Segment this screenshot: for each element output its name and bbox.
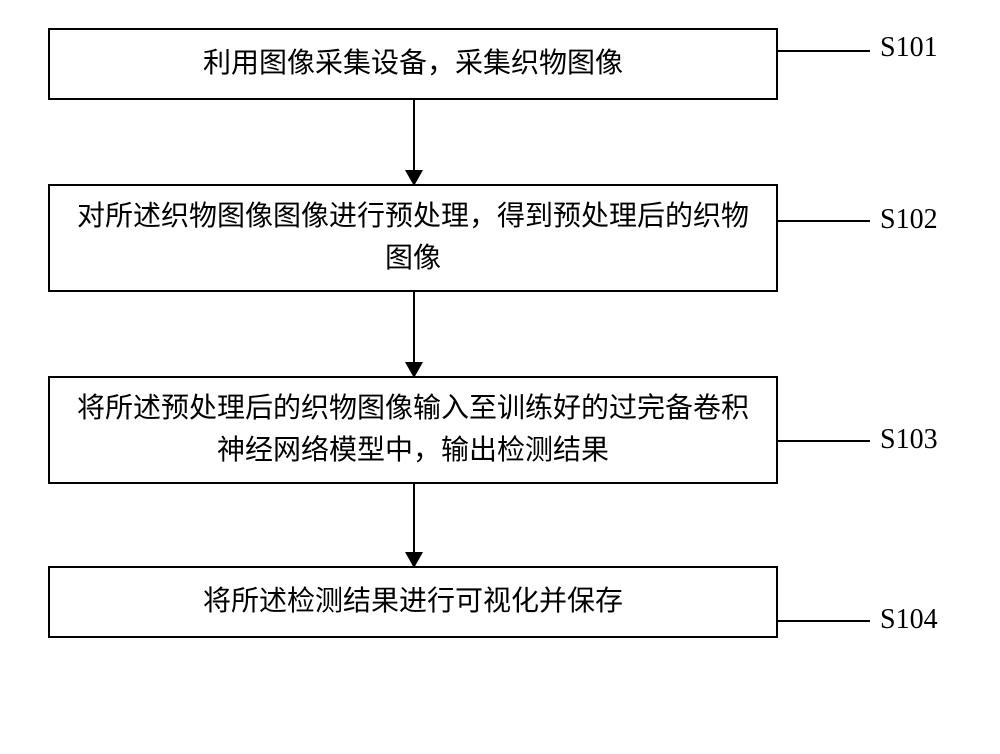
step-box-s103: 将所述预处理后的织物图像输入至训练好的过完备卷积神经网络模型中，输出检测结果 (48, 376, 778, 484)
step-box-s101: 利用图像采集设备，采集织物图像 (48, 28, 778, 100)
step-label-s102: S102 (880, 204, 938, 236)
arrow-line (413, 292, 415, 364)
flowchart-canvas: 利用图像采集设备，采集织物图像 S101 对所述织物图像图像进行预处理，得到预处理后… (0, 0, 1000, 754)
step-text: 利用图像采集设备，采集织物图像 (203, 43, 623, 85)
leader-line (778, 50, 870, 52)
leader-line (778, 220, 870, 222)
step-box-s102: 对所述织物图像图像进行预处理，得到预处理后的织物图像 (48, 184, 778, 292)
step-label-s101: S101 (880, 32, 938, 64)
arrow-head-icon (405, 552, 423, 568)
arrow-head-icon (405, 170, 423, 186)
step-label-s104: S104 (880, 604, 938, 636)
leader-line (778, 620, 870, 622)
step-label-text: S101 (880, 32, 938, 63)
step-label-text: S103 (880, 424, 938, 455)
step-text: 将所述检测结果进行可视化并保存 (203, 581, 623, 623)
arrow-head-icon (405, 362, 423, 378)
step-label-s103: S103 (880, 424, 938, 456)
step-text: 将所述预处理后的织物图像输入至训练好的过完备卷积神经网络模型中，输出检测结果 (70, 388, 756, 472)
step-box-s104: 将所述检测结果进行可视化并保存 (48, 566, 778, 638)
step-label-text: S102 (880, 204, 938, 235)
arrow-line (413, 100, 415, 172)
arrow-line (413, 484, 415, 554)
step-text: 对所述织物图像图像进行预处理，得到预处理后的织物图像 (70, 196, 756, 280)
leader-line (778, 440, 870, 442)
step-label-text: S104 (880, 604, 938, 635)
